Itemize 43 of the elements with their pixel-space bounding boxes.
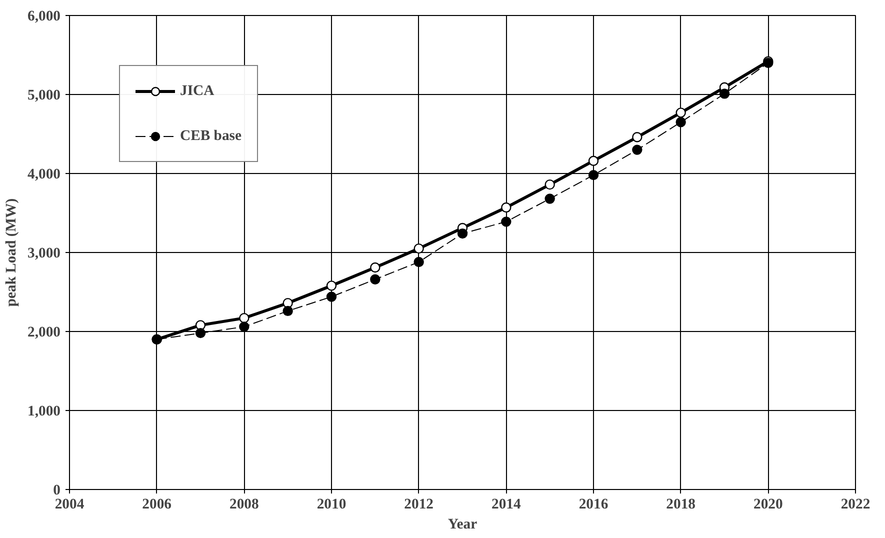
point — [632, 132, 642, 142]
point — [457, 228, 468, 239]
x-tick-label: 2016 — [578, 496, 608, 512]
point — [414, 243, 424, 254]
point — [588, 170, 599, 180]
y-tick-label: 4,000 — [28, 166, 61, 182]
x-tick-label: 2012 — [404, 496, 434, 512]
point — [632, 144, 642, 155]
point — [239, 312, 250, 324]
point — [370, 274, 380, 284]
legend-label: JICA — [180, 82, 214, 100]
point — [282, 306, 293, 316]
point — [326, 292, 337, 302]
y-tick-label: 3,000 — [28, 246, 61, 262]
point — [370, 262, 380, 273]
point — [501, 216, 512, 227]
legend-label: CEB base — [180, 128, 242, 144]
point — [239, 322, 250, 332]
x-tick-label: 2020 — [754, 496, 783, 512]
x-tick-label: 2006 — [142, 496, 172, 512]
y-axis-title: peak Load (MW) — [4, 198, 20, 307]
y-tick-label: 2,000 — [28, 324, 61, 340]
point — [501, 202, 512, 213]
y-tick-label: 1,000 — [28, 404, 61, 420]
point — [676, 108, 686, 118]
x-tick-label: 2004 — [54, 496, 85, 512]
point — [544, 179, 555, 190]
y-tick-label: 5,000 — [28, 88, 61, 104]
x-tick-label: 2010 — [316, 496, 346, 512]
point — [195, 328, 206, 338]
y-tick-label: 0 — [53, 482, 60, 498]
x-tick-label: 2014 — [492, 496, 522, 512]
point — [414, 256, 424, 268]
x-axis-title: Year — [448, 516, 478, 532]
point — [588, 156, 599, 166]
point — [676, 117, 686, 128]
point — [544, 194, 555, 204]
point — [326, 280, 337, 291]
point — [719, 88, 730, 99]
x-tick-label: 2008 — [230, 496, 259, 512]
x-tick-label: 2022 — [840, 496, 870, 512]
x-tick-label: 2018 — [666, 496, 696, 512]
y-tick-label: 6,000 — [28, 8, 61, 24]
